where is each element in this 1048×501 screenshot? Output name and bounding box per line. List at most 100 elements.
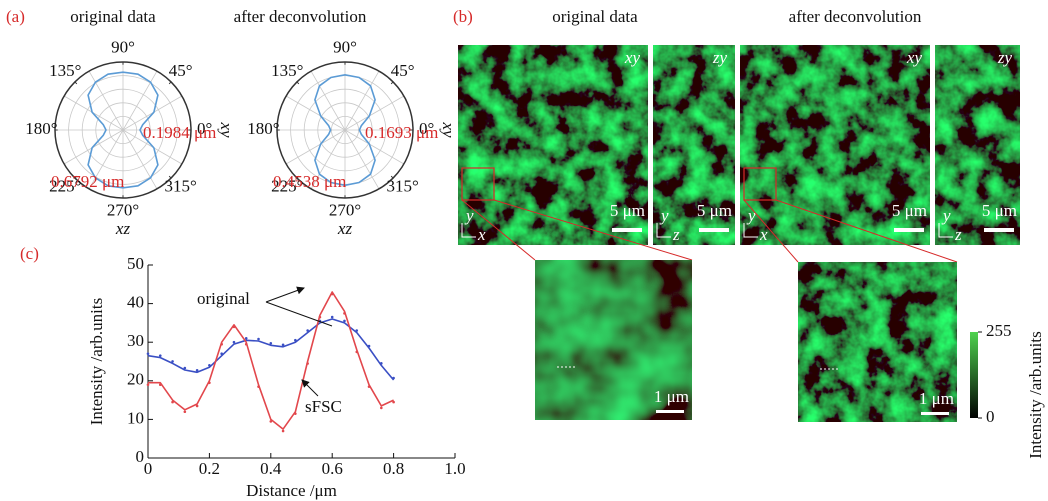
microscopy-image (653, 45, 735, 245)
zoom-region (461, 167, 495, 201)
data-point (330, 292, 334, 296)
theta-tick-label: 90° (111, 37, 135, 56)
data-point (306, 362, 309, 365)
ring (95, 102, 151, 158)
data-point (257, 385, 260, 388)
theta-tick-label: 270° (107, 201, 139, 220)
data-point (195, 369, 199, 372)
axis-glyph: z (672, 225, 680, 244)
data-point (355, 350, 359, 354)
theta-tick-label: 225° (271, 177, 303, 196)
theta-tick-label: 0° (419, 119, 434, 138)
theta-tick-label: 180° (247, 119, 279, 138)
data-point (146, 352, 150, 356)
axis-label: xy (439, 121, 458, 138)
zoom-line (775, 199, 958, 263)
axis-glyph: y (746, 206, 756, 225)
data-point (380, 406, 383, 410)
y-tick-label: 50 (127, 254, 144, 273)
view-label: zy (712, 48, 728, 67)
image-title: original data (552, 7, 638, 26)
data-point (220, 352, 223, 356)
x-tick-label: 0.4 (260, 459, 282, 478)
theta-tick (168, 175, 172, 179)
arrow (301, 379, 319, 397)
spoke (122, 70, 158, 131)
theta-tick (296, 81, 300, 85)
theta-tick (168, 81, 172, 85)
axis-glyph: y (941, 206, 951, 225)
data-point (183, 366, 187, 370)
series-line (147, 318, 395, 381)
theta-tick-label: 45° (169, 61, 193, 80)
data-point (343, 312, 346, 315)
panel-label: (b) (453, 7, 473, 26)
scale-bar-label: 1 μm (654, 387, 689, 406)
ring (109, 116, 138, 145)
y-tick-label: 0 (136, 447, 145, 466)
scale-bar (984, 228, 1014, 232)
spoke (285, 129, 346, 165)
theta-tick-label: 225° (49, 177, 81, 196)
data-point (294, 412, 297, 415)
polar-curve (87, 71, 159, 189)
series-label: sFSC (305, 397, 342, 416)
data-point (281, 343, 285, 347)
colorbar-tick-label: 255 (986, 321, 1012, 340)
axis-arrows (743, 223, 758, 238)
y-tick-label: 20 (127, 370, 144, 389)
data-point (269, 420, 273, 423)
theta-tick (390, 81, 394, 85)
data-point (343, 319, 346, 323)
colorbar-label: Intensity /arb.units (1026, 331, 1045, 458)
scale-bar (699, 228, 729, 232)
data-point (171, 360, 174, 363)
data-point (183, 410, 187, 414)
data-point (208, 381, 211, 385)
scale-bar-label: 1 μm (919, 389, 954, 408)
colorbar (970, 332, 978, 418)
theta-tick-label: 135° (49, 61, 81, 80)
y-tick-label: 30 (127, 331, 144, 350)
spoke (344, 95, 405, 131)
ring (303, 88, 387, 172)
ring (68, 75, 178, 185)
y-tick-label: 40 (127, 293, 144, 312)
spoke (88, 129, 124, 190)
axis-glyph: y (659, 206, 669, 225)
axis-label: xz (337, 219, 353, 238)
polar-curve (314, 73, 376, 187)
colorbar-tick-label: 0 (986, 407, 995, 426)
data-point (318, 315, 322, 319)
series-label: original (197, 289, 250, 308)
zoom-image (798, 262, 957, 422)
theta-tick-label: 180° (25, 119, 57, 138)
data-point (232, 340, 236, 344)
data-point (158, 354, 162, 357)
theta-tick-label: 270° (329, 201, 361, 220)
theta-tick (74, 81, 78, 85)
scale-bar (612, 228, 642, 232)
annotation: 0.6792 μm (51, 172, 124, 191)
x-tick-label: 0.6 (322, 459, 343, 478)
theta-tick (74, 175, 78, 179)
spoke (344, 129, 380, 190)
layer: (a) (b) (c) original data 0° 45° 90° 135° 180° 22… (6, 7, 1045, 500)
zoom-line (743, 199, 799, 263)
microscopy-image (458, 45, 648, 245)
data-point (195, 404, 199, 408)
theta-tick-label: 0° (197, 119, 212, 138)
polar-title: original data (70, 7, 156, 26)
axis-arrows (656, 223, 671, 238)
annotation: 0.1693 μm (365, 123, 438, 142)
axis-glyph: y (464, 206, 474, 225)
theta-tick-label: 45° (391, 61, 415, 80)
theta-tick-label: 90° (333, 37, 357, 56)
data-point (392, 376, 395, 380)
view-label: zy (997, 48, 1013, 67)
data-point (367, 344, 371, 348)
data-point (244, 342, 248, 346)
data-point (355, 329, 359, 332)
theta-tick (390, 175, 394, 179)
data-point (294, 338, 297, 342)
